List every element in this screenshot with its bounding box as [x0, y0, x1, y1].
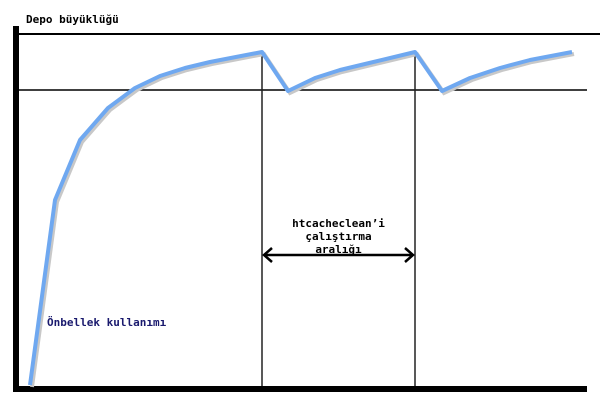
curve-shadow [30, 51, 575, 388]
interval-label-line2: çalıştırma [305, 230, 372, 243]
curve-label: Önbellek kullanımı [47, 316, 167, 329]
interval-label: htcacheclean’i çalıştırma aralığı [262, 217, 415, 256]
cache-usage-curve [28, 50, 573, 386]
y-axis-label: Depo büyüklüğü [26, 13, 119, 26]
y-axis [13, 26, 19, 392]
x-axis [13, 386, 587, 392]
interval-label-line3: aralığı [315, 243, 362, 256]
interval-label-line1: htcacheclean’i [292, 217, 385, 230]
interval-arrow [262, 247, 415, 263]
